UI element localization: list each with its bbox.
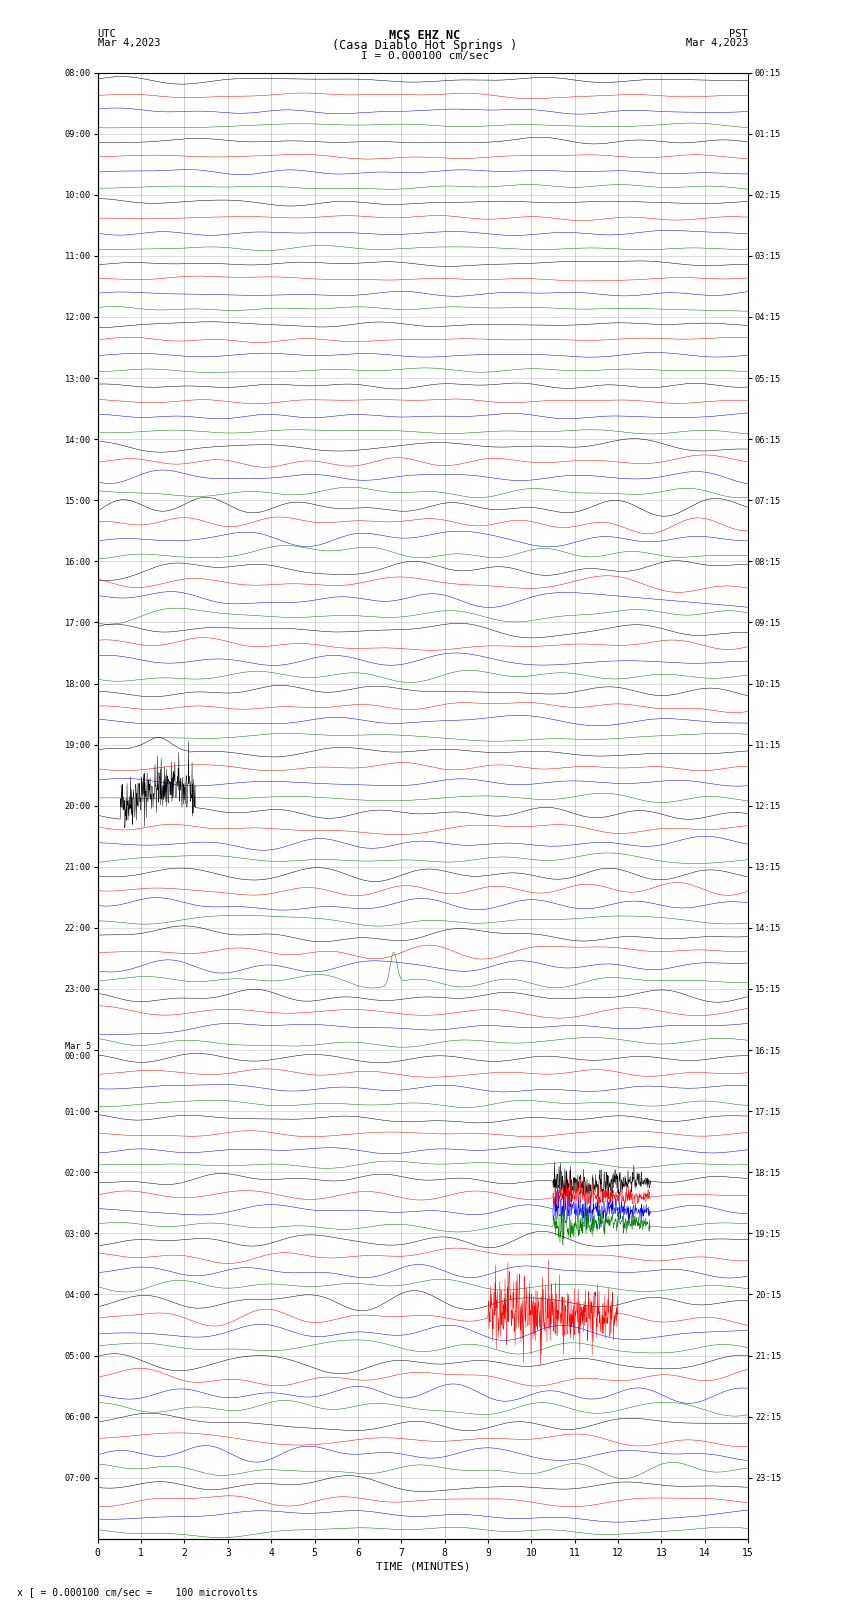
Text: MCS EHZ NC: MCS EHZ NC — [389, 29, 461, 42]
Text: UTC: UTC — [98, 29, 116, 39]
Text: I = 0.000100 cm/sec: I = 0.000100 cm/sec — [361, 52, 489, 61]
Text: (Casa Diablo Hot Springs ): (Casa Diablo Hot Springs ) — [332, 39, 518, 52]
Text: PST: PST — [729, 29, 748, 39]
X-axis label: TIME (MINUTES): TIME (MINUTES) — [376, 1561, 470, 1573]
Text: x [ = 0.000100 cm/sec =    100 microvolts: x [ = 0.000100 cm/sec = 100 microvolts — [17, 1587, 258, 1597]
Text: Mar 4,2023: Mar 4,2023 — [685, 39, 748, 48]
Text: Mar 4,2023: Mar 4,2023 — [98, 39, 161, 48]
